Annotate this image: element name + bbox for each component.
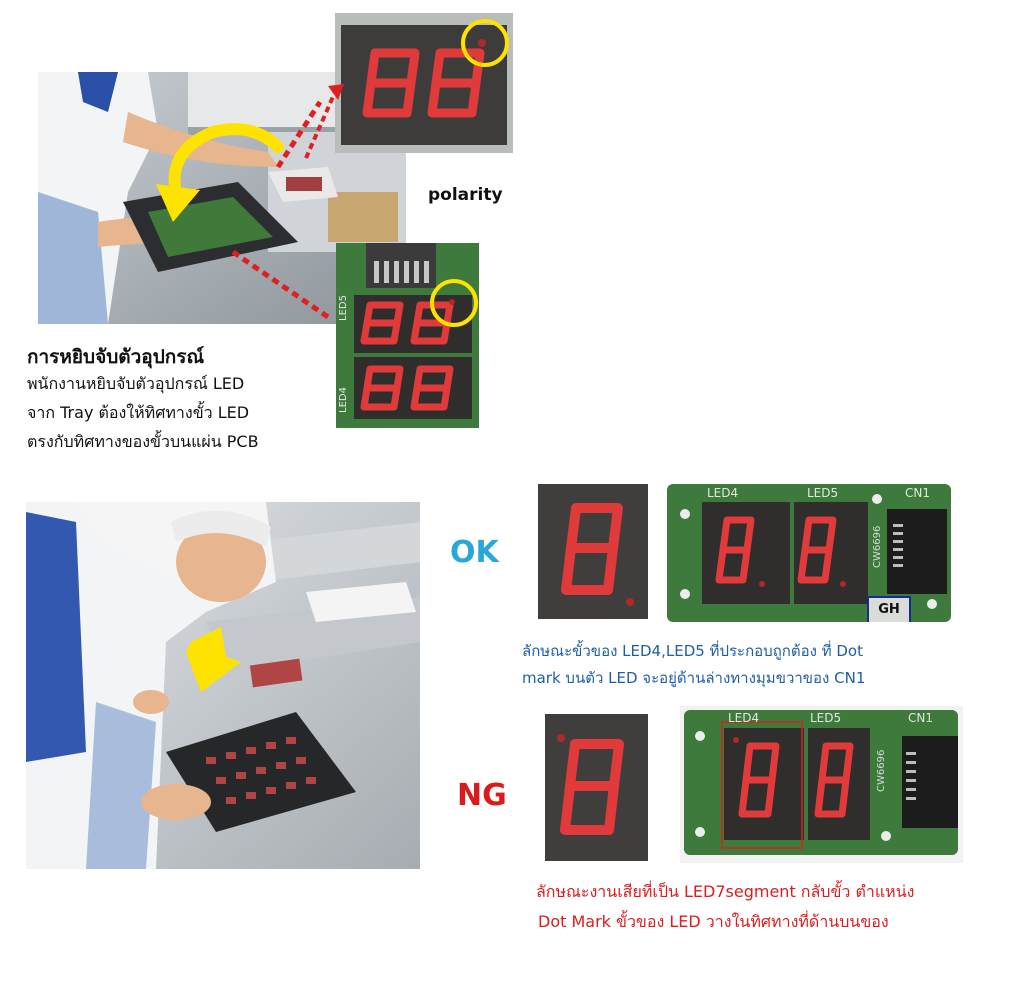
ok-pcb-label-led5: LED5 — [807, 486, 839, 500]
ok-chip-code: CW6696 — [872, 525, 883, 568]
ok-caption-line-1: ลักษณะขั้วของ LED4,LED5 ที่ประกอบถูกต้อง… — [522, 642, 863, 660]
ok-caption-line-2: mark บนตัว LED จะอยู่ด้านล่างทางมุมขวาขอ… — [522, 669, 866, 687]
ng-caption-line-1: ลักษณะงานเสียที่เป็น LED7segment กลับขั้… — [536, 882, 915, 901]
red-dashed-arrow-top — [304, 84, 344, 159]
handling-desc-line-1: พนักงานหยิบจับตัวอุปกรณ์ LED — [27, 374, 245, 393]
handling-desc-line-3: ตรงกับทิศทางของขั้วบนแผ่น PCB — [27, 432, 259, 451]
ok-pcb-label-cn1: CN1 — [905, 486, 930, 500]
handling-desc-line-2: จาก Tray ต้องให้ทิศทางขั้ว LED — [27, 403, 250, 422]
ok-pcb-photo: LED4 LED5 CN1 CW6696 GH — [667, 484, 951, 622]
ng-led-closeup — [545, 714, 648, 861]
ng-pcb-photo: LED4 LED5 CN1 CW6696 — [680, 706, 963, 863]
ng-pcb-label-led5: LED5 — [810, 711, 842, 725]
ok-led-closeup — [538, 484, 648, 619]
ok-status-label: OK — [450, 535, 499, 570]
ng-pcb-label-cn1: CN1 — [908, 711, 933, 725]
handling-title: การหยิบจับตัวอุปกรณ์ — [27, 346, 205, 368]
ng-pcb-label-led4: LED4 — [728, 711, 760, 725]
pcb-polarity-closeup: LED5 LED4 — [336, 243, 479, 428]
led-polarity-closeup-top — [335, 13, 513, 153]
polarity-label: polarity — [428, 185, 503, 205]
worker-station-photo — [26, 502, 420, 869]
ok-pcb-label-led4: LED4 — [707, 486, 739, 500]
ng-status-label: NG — [457, 778, 507, 813]
pcb-label-led4: LED4 — [338, 387, 349, 413]
ng-chip-code: CW6696 — [876, 749, 887, 792]
ok-connector-tag: GH — [867, 596, 911, 622]
pcb-label-led5: LED5 — [338, 295, 349, 321]
ng-caption-line-2: Dot Mark ขั้วของ LED วางในทิศทางที่ด้านบ… — [538, 912, 889, 931]
